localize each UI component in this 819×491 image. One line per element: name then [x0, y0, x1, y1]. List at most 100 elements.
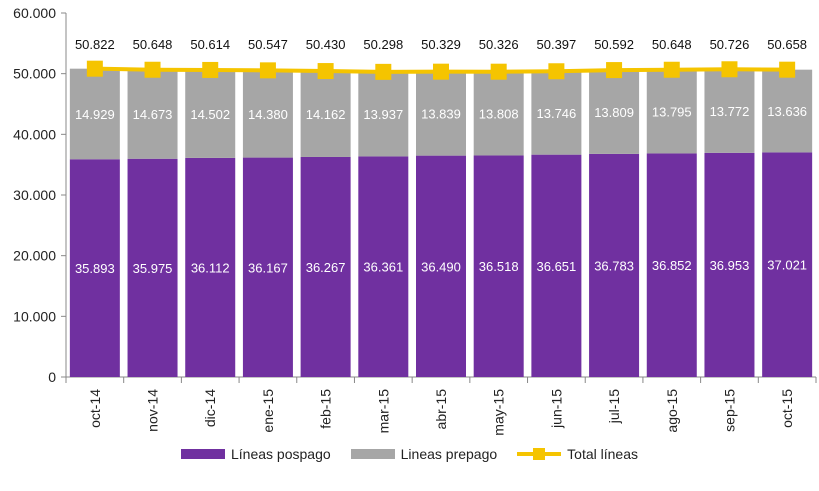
legend-item-pospago: Líneas pospago: [181, 446, 331, 462]
total-marker: [433, 63, 449, 80]
total-marker: [202, 61, 219, 78]
data-label-prepago: 13.636: [767, 104, 807, 119]
data-label-total: 50.822: [75, 37, 115, 52]
data-label-prepago: 13.746: [537, 106, 577, 121]
bar-prepago: [646, 69, 697, 154]
data-label-pospago: 35.975: [133, 261, 173, 276]
bar-pospago: [589, 153, 640, 377]
legend-swatch-prepago: [350, 449, 395, 459]
data-label-pospago: 36.518: [479, 259, 519, 274]
x-tick-label: nov-14: [145, 389, 161, 432]
bar-prepago: [473, 71, 524, 156]
bar-prepago: [127, 69, 178, 159]
total-marker: [86, 60, 103, 77]
bar-pospago: [358, 156, 409, 377]
y-tick-label: 50.000: [13, 66, 56, 82]
x-tick-label: jun-15: [548, 389, 564, 429]
y-tick-label: 20.000: [13, 248, 56, 264]
total-marker: [375, 63, 392, 80]
data-label-pospago: 36.167: [248, 260, 288, 275]
total-marker: [490, 63, 507, 80]
data-label-pospago: 36.361: [363, 260, 403, 275]
data-label-total: 50.614: [190, 37, 230, 52]
data-label-prepago: 14.673: [133, 107, 173, 122]
x-tick-label: abr-15: [433, 389, 449, 430]
data-label-total: 50.326: [479, 37, 519, 52]
x-tick-label: sep-15: [721, 389, 737, 432]
bar-prepago: [416, 71, 466, 156]
bar-prepago: [69, 68, 120, 160]
data-label-total: 50.329: [421, 37, 461, 52]
bar-prepago: [704, 69, 755, 153]
legend-item-total: Total líneas: [517, 446, 638, 462]
bar-prepago: [185, 69, 236, 158]
data-label-total: 50.547: [248, 37, 288, 52]
data-label-prepago: 14.162: [306, 107, 346, 122]
bar-pospago: [762, 152, 813, 377]
total-marker: [779, 61, 796, 78]
data-label-total: 50.298: [363, 37, 403, 52]
data-label-total: 50.658: [767, 37, 807, 52]
bar-pospago: [473, 155, 524, 377]
data-label-total: 50.648: [652, 37, 692, 52]
y-tick-label: 0: [48, 369, 56, 385]
x-tick-label: mar-15: [375, 389, 391, 434]
data-label-prepago: 13.772: [710, 104, 750, 119]
data-label-total: 50.397: [537, 37, 577, 52]
data-label-total: 50.726: [710, 37, 750, 52]
x-tick-label: dic-14: [202, 389, 218, 427]
data-label-prepago: 13.839: [421, 107, 461, 122]
x-tick-label: oct-15: [779, 389, 795, 428]
bar-prepago: [300, 71, 351, 157]
bar-pospago: [646, 153, 697, 377]
legend-label-pospago: Líneas pospago: [231, 446, 331, 462]
bar-prepago: [531, 71, 582, 155]
legend-item-prepago: Lineas prepago: [350, 446, 498, 462]
bar-pospago: [531, 154, 582, 377]
total-marker: [606, 62, 623, 79]
legend: Líneas pospago Lineas prepago Total líne…: [0, 440, 819, 468]
data-label-pospago: 36.267: [306, 260, 346, 275]
bar-prepago: [589, 70, 640, 154]
x-tick-label: feb-15: [318, 389, 334, 429]
data-label-prepago: 13.795: [652, 105, 692, 120]
legend-swatch-pospago: [181, 449, 225, 459]
data-label-total: 50.430: [306, 37, 346, 52]
bar-pospago: [704, 152, 755, 377]
total-marker: [317, 63, 334, 80]
total-marker: [548, 63, 565, 80]
x-tick-label: ago-15: [664, 389, 680, 433]
data-label-pospago: 36.112: [191, 260, 230, 275]
data-label-prepago: 14.380: [248, 107, 288, 122]
data-label-prepago: 13.809: [594, 105, 634, 120]
bar-pospago: [185, 157, 236, 377]
total-marker: [144, 61, 161, 78]
data-label-pospago: 37.021: [767, 258, 807, 273]
data-label-prepago: 14.502: [190, 107, 230, 122]
bar-pospago: [300, 156, 351, 377]
data-label-prepago: 14.929: [75, 107, 115, 122]
total-marker: [259, 62, 276, 79]
data-label-total: 50.592: [594, 37, 634, 52]
y-tick-label: 40.000: [13, 126, 56, 142]
bar-prepago: [762, 69, 813, 153]
total-marker: [663, 61, 680, 78]
legend-swatch-total: [517, 447, 562, 461]
bar-pospago: [69, 159, 120, 377]
legend-label-prepago: Lineas prepago: [400, 446, 498, 462]
bar-prepago: [358, 71, 409, 157]
data-label-total: 50.648: [133, 37, 173, 52]
bar-pospago: [242, 157, 293, 377]
data-label-pospago: 36.953: [710, 258, 750, 273]
data-label-prepago: 13.808: [479, 107, 519, 122]
x-tick-label: may-15: [491, 389, 507, 436]
bar-pospago: [127, 158, 178, 377]
y-tick-label: 10.000: [13, 308, 56, 324]
data-label-pospago: 36.490: [421, 259, 461, 274]
y-tick-label: 30.000: [13, 187, 56, 203]
stacked-bar-chart: 0 10.000 20.000 30.000 40.000 50.000 60.000 35.…: [13, 5, 817, 436]
data-label-pospago: 36.651: [537, 259, 577, 274]
legend-label-total: Total líneas: [567, 446, 638, 462]
x-tick-label: oct-14: [87, 389, 103, 428]
data-label-pospago: 36.783: [594, 258, 634, 273]
